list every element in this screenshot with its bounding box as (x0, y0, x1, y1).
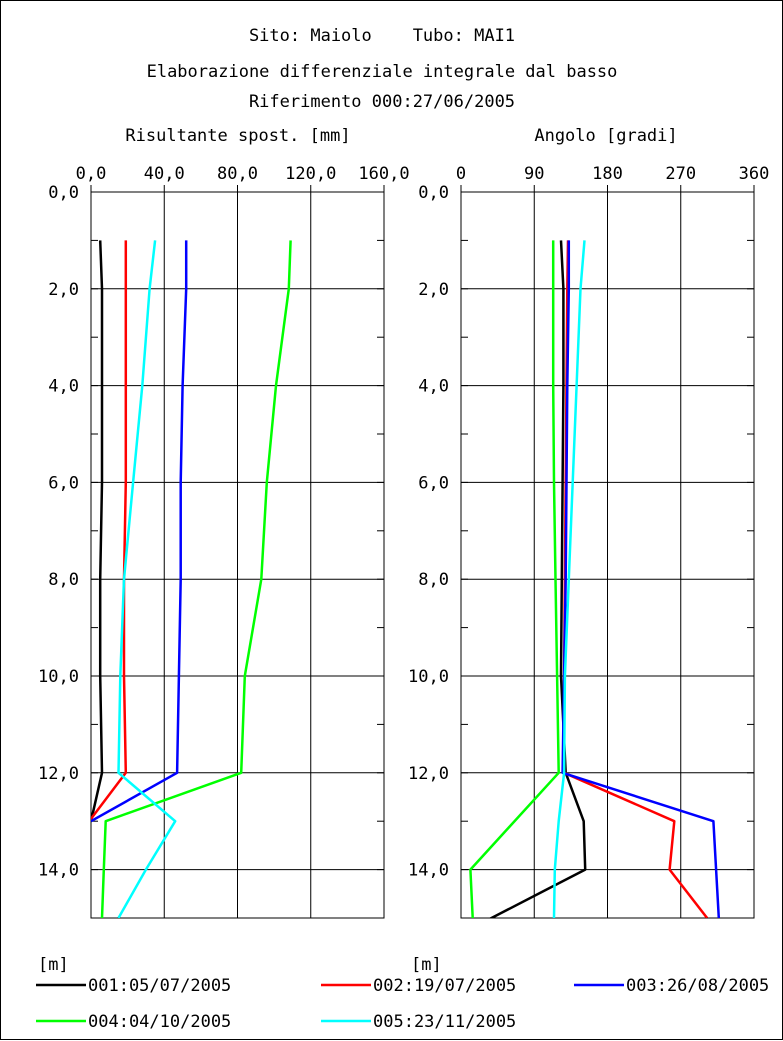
legend-label-5: 005:23/11/2005 (373, 1012, 516, 1032)
right-series-line-1 (488, 240, 587, 918)
right-y-tick-label: 8,0 (418, 570, 449, 590)
site-line: Sito: Maiolo Tubo: MAI1 (249, 26, 515, 46)
reference-line: Riferimento 000:27/06/2005 (249, 92, 515, 112)
left-y-tick-label: 10,0 (38, 667, 79, 687)
left-y-tick-label: 2,0 (48, 280, 79, 300)
chart-title: Elaborazione differenziale integrale dal… (147, 62, 618, 82)
left-y-unit-label: [m] (38, 955, 69, 975)
left-x-tick-label: 160,0 (358, 164, 409, 184)
right-y-tick-label: 0,0 (418, 183, 449, 203)
legend-label-1: 001:05/07/2005 (88, 976, 231, 996)
right-x-tick-label: 90 (524, 164, 544, 184)
right-axis-title: Angolo [gradi] (534, 126, 677, 146)
right-y-tick-label: 2,0 (418, 280, 449, 300)
left-series-line-3 (91, 240, 188, 823)
left-y-tick-label: 8,0 (48, 570, 79, 590)
left-x-tick-label: 0,0 (76, 164, 107, 184)
right-x-tick-label: 0 (456, 164, 466, 184)
left-x-tick-label: 120,0 (285, 164, 336, 184)
right-y-tick-label: 14,0 (408, 861, 449, 881)
right-y-unit-label: [m] (411, 955, 442, 975)
left-series-group (91, 240, 292, 918)
left-axis-title: Risultante spost. [mm] (125, 126, 350, 146)
right-x-tick-label: 360 (739, 164, 770, 184)
right-y-tick-label: 10,0 (408, 667, 449, 687)
left-series-line-5 (117, 240, 177, 918)
left-panel: 0,0 40,0 80,0 120,0 160,0 0,0 2,0 4,0 6,0 8,0 10,0… (38, 164, 410, 919)
legend: 001:05/07/2005 002:19/07/2005 003:26/08/20… (36, 976, 769, 1032)
left-x-tick-label: 80,0 (217, 164, 258, 184)
left-x-tick-label: 40,0 (144, 164, 185, 184)
right-y-tick-label: 12,0 (408, 764, 449, 784)
right-x-tick-label: 180 (592, 164, 623, 184)
left-y-tick-label: 0,0 (48, 183, 79, 203)
legend-label-3: 003:26/08/2005 (626, 976, 769, 996)
right-panel: 0 90 180 270 360 0,0 2,0 4,0 6,0 8,0 10,0 12,0 14,0 (408, 164, 770, 919)
right-series-group (469, 240, 721, 918)
legend-label-4: 004:04/10/2005 (88, 1012, 231, 1032)
left-y-tick-label: 14,0 (38, 861, 79, 881)
left-y-tick-label: 6,0 (48, 473, 79, 493)
right-y-tick-label: 4,0 (418, 377, 449, 397)
right-series-line-5 (552, 240, 586, 918)
left-series-line-2 (91, 240, 128, 821)
right-series-line-4 (469, 240, 560, 918)
right-y-tick-label: 6,0 (418, 473, 449, 493)
left-series-line-4 (100, 240, 292, 918)
left-series-line-1 (91, 240, 104, 822)
right-series-line-3 (561, 240, 721, 918)
left-y-tick-label: 12,0 (38, 764, 79, 784)
right-x-tick-label: 270 (665, 164, 696, 184)
left-y-tick-label: 4,0 (48, 377, 79, 397)
legend-label-2: 002:19/07/2005 (373, 976, 516, 996)
